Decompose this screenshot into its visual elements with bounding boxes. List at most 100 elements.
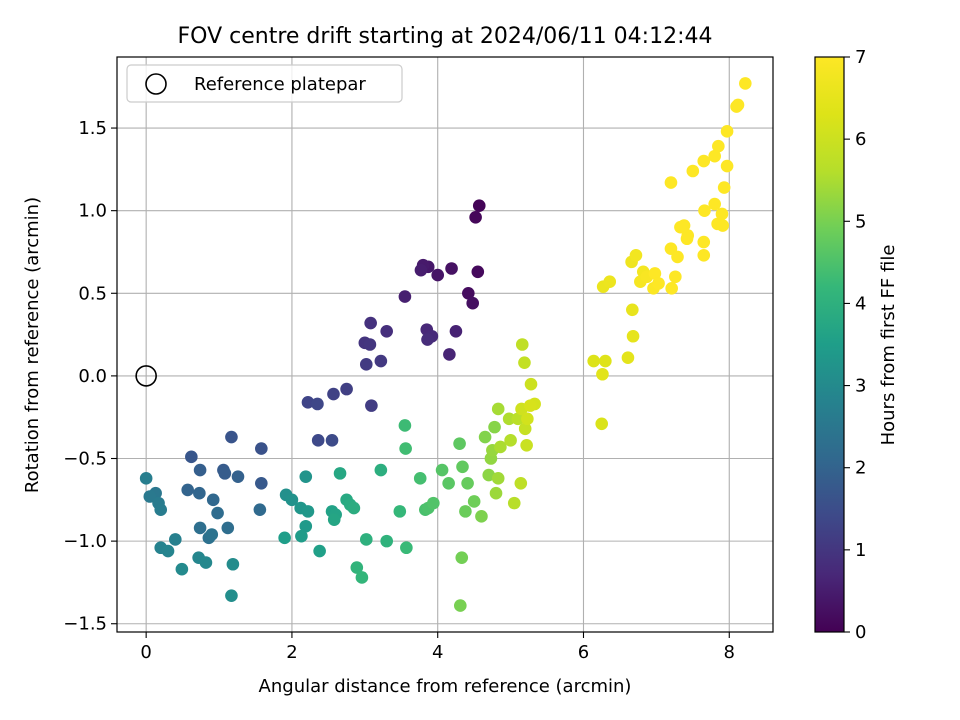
colorbar-tick-label: 0 [855,622,866,643]
data-point [364,316,377,330]
data-point [671,250,684,264]
data-point [431,268,445,282]
y-tick-label: −1.5 [63,614,107,635]
data-point [698,204,711,217]
data-point [443,348,456,361]
y-axis-ticks: −1.5 −1.0 −0.5 0.0 0.5 1.0 1.5 [63,118,117,635]
plot-area: 0 2 4 6 8 −1.5 −1.0 −0.5 0.0 0.5 1.0 1.5 [63,56,774,663]
data-point [491,402,505,416]
data-point [587,354,600,368]
data-point [225,589,238,602]
data-point [669,270,682,284]
data-point [648,267,662,280]
data-point [301,505,315,518]
data-point [449,324,463,338]
data-point [218,467,232,480]
chart-title: FOV centre drift starting at 2024/06/11 … [178,24,713,49]
y-tick-label: −0.5 [63,449,107,470]
data-point [427,496,440,510]
data-point [524,377,538,391]
data-point [454,599,467,612]
colorbar-label: Hours from first FF file [878,245,899,446]
data-point [515,338,529,351]
data-point [365,399,378,412]
data-point [139,472,153,485]
data-point [697,154,711,168]
data-point [340,382,353,396]
data-point [255,442,268,455]
x-tick-label: 4 [432,642,443,663]
data-point [475,510,488,523]
data-point [708,197,721,211]
y-tick-label: −1.0 [63,531,107,552]
data-point [181,483,195,497]
data-point [507,496,521,510]
data-point [374,463,388,477]
colorbar-tick-label: 7 [855,47,866,68]
data-point [225,430,238,444]
data-point [697,235,711,249]
data-point [413,472,427,485]
data-point [489,486,503,500]
data-point [143,490,157,503]
data-point [523,399,537,412]
data-point [712,139,725,153]
data-point [504,434,517,447]
data-point [355,571,369,584]
data-point [471,265,485,279]
data-point [462,286,475,300]
data-point [313,544,326,558]
data-point [697,248,711,262]
x-axis-ticks: 0 2 4 6 8 [140,632,735,663]
data-point [482,468,496,482]
data-point [285,493,299,507]
data-point [327,513,341,526]
x-axis-label: Angular distance from reference (arcmin) [259,676,632,697]
axes-frame [116,56,774,633]
data-point [461,476,474,490]
data-point [301,396,315,409]
data-point [502,412,516,426]
reference-point-marker [135,365,157,387]
data-point [169,533,182,546]
y-tick-label: 0.0 [78,366,107,387]
data-point [720,125,734,138]
colorbar-tick-label: 4 [855,293,866,314]
data-point [716,219,730,232]
data-point [193,486,206,500]
data-point [359,358,373,371]
data-point [739,77,752,90]
grid-lines [117,57,773,632]
data-point [491,472,505,485]
data-point [421,333,434,346]
y-axis-label: Rotation from reference (arcmin) [22,197,43,493]
data-point [708,149,721,163]
data-point [467,495,481,508]
data-point [521,412,534,426]
x-tick-label: 6 [578,642,589,663]
data-point [595,417,609,431]
colorbar-ticks: 0 1 2 3 4 5 6 7 [844,47,866,643]
data-point [255,476,268,490]
data-point [596,367,609,381]
data-point [520,438,533,452]
colorbar-tick-label: 3 [855,376,866,397]
data-point [715,207,729,221]
colorbar-tick-label: 2 [855,458,866,479]
data-point [459,505,472,518]
data-point [720,159,734,173]
data-point [626,329,640,343]
data-point [453,437,466,450]
data-point [311,397,324,411]
data-point [686,164,700,178]
colorbar-gradient [814,56,845,633]
data-point [456,460,469,474]
data-point [363,338,377,351]
colorbar-tick-label: 6 [855,129,866,150]
legend-entry-label: Reference platepar [194,74,366,95]
data-point [278,531,291,545]
legend: Reference platepar [126,64,403,103]
data-point [445,262,458,275]
data-point [488,420,501,434]
